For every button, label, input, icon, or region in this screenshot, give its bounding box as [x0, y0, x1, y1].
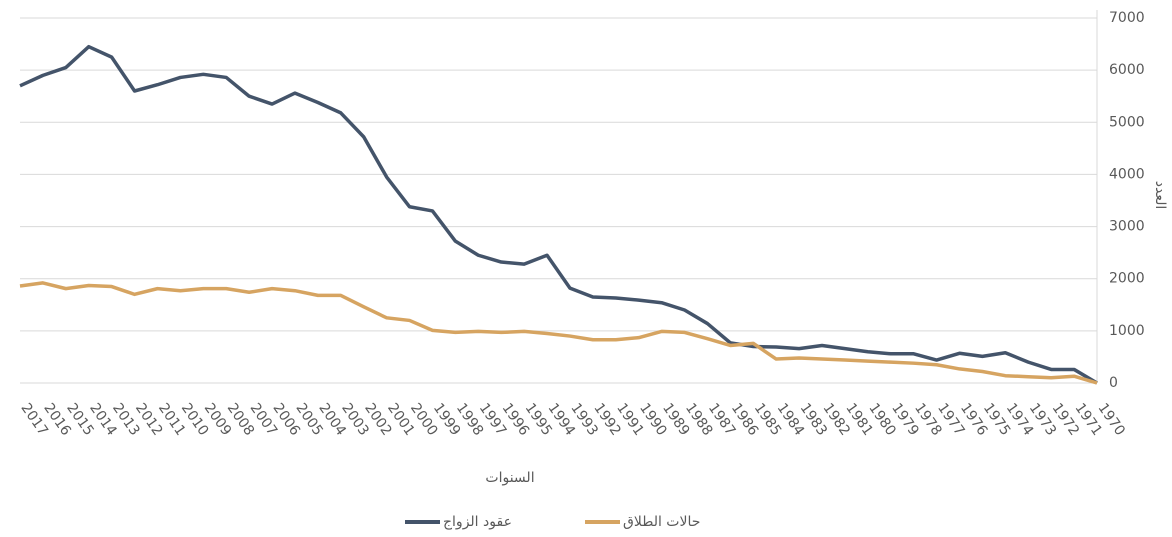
legend-label: حالات الطلاق — [623, 514, 700, 530]
y-tick-label: 1000 — [1109, 323, 1145, 339]
y-tick-label: 7000 — [1109, 10, 1145, 26]
legend-label: عقود الزواج — [443, 514, 512, 530]
y-tick-label: 5000 — [1109, 114, 1145, 130]
y-tick-label: 4000 — [1109, 166, 1145, 182]
y-tick-label: 6000 — [1109, 62, 1145, 78]
y-axis-title: العدد — [1152, 181, 1168, 210]
x-axis-title: السنوات — [485, 470, 534, 486]
y-tick-label: 3000 — [1109, 219, 1145, 235]
y-tick-label: 2000 — [1109, 271, 1145, 287]
series-line — [19, 44, 1098, 385]
y-tick-label: 0 — [1109, 375, 1118, 391]
series-line — [19, 281, 1098, 385]
